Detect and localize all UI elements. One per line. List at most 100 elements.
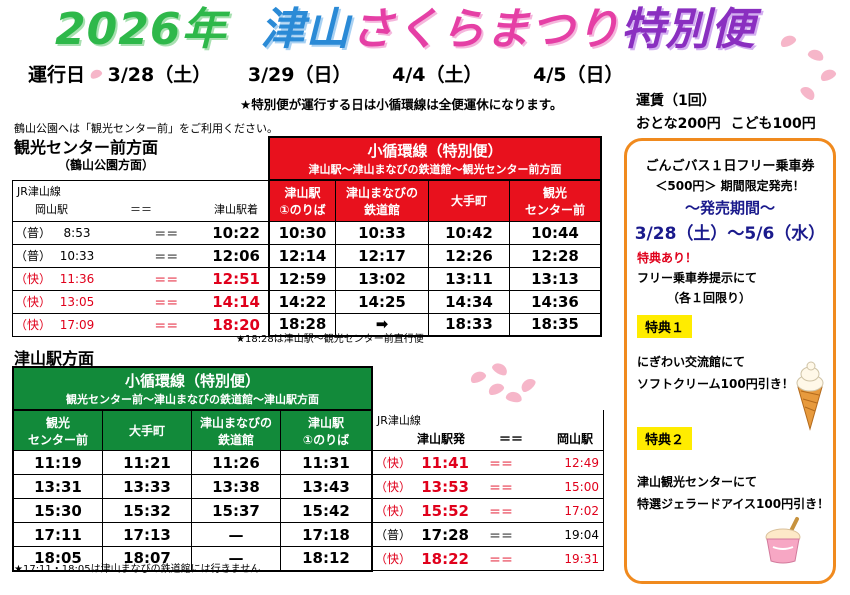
stop-name-line: 津山駅 bbox=[307, 415, 344, 430]
loop-bus-time: 17:13 bbox=[102, 522, 192, 547]
benefit-heading: 特典あり！ bbox=[637, 251, 698, 265]
stop-name-line: センター前 bbox=[27, 432, 88, 447]
petal-decoration bbox=[806, 47, 826, 63]
fare-info: 運賃（1回） おとな200円 こども100円 bbox=[636, 90, 816, 136]
loop-bus-time: 15:42 bbox=[280, 498, 373, 523]
loop-bus-time: 18:33 bbox=[428, 312, 510, 337]
operation-days-label: 運行日 bbox=[28, 64, 86, 86]
perk2-badge: 特典２ bbox=[637, 427, 693, 450]
stop-name-line: 鉄道館 bbox=[363, 202, 400, 217]
lower-jr-arrow: ＝＝ bbox=[498, 432, 523, 446]
upper-jr-header: JR津山線 岡山駅 ＝＝ 津山駅着 bbox=[12, 179, 270, 222]
loop-bus-time: 12:17 bbox=[335, 243, 429, 268]
table-row: （普） 8:53 ＝＝ 10:22 10:30 10:33 10:42 10:44 bbox=[12, 220, 602, 245]
jr-arrow: ＝＝ bbox=[154, 273, 179, 287]
jr-arrival-time: 15:00 bbox=[517, 474, 604, 499]
jr-arrival-time: 19:31 bbox=[517, 546, 604, 571]
period-start: 3/28（土） bbox=[634, 224, 728, 244]
jr-arrival-time: 18:20 bbox=[212, 316, 260, 334]
free-pass-period: 3/28（土）～5/6（水） bbox=[627, 219, 833, 244]
loop-bus-time: 10:42 bbox=[428, 220, 510, 245]
loop-bus-time: 13:33 bbox=[102, 474, 192, 499]
lower-jr-to: 岡山駅 bbox=[556, 432, 593, 446]
loop-bus-time: 12:59 bbox=[268, 266, 336, 291]
loop-bus-time: 11:26 bbox=[191, 450, 281, 475]
train-type: （快） bbox=[371, 450, 417, 475]
lower-jr-from: 津山駅発 bbox=[417, 432, 466, 446]
stop-name-line: ①のりば bbox=[279, 202, 326, 217]
stop-name-line: 観光 bbox=[542, 185, 567, 200]
train-type: （普） bbox=[371, 522, 417, 547]
jr-arrow: ＝＝ bbox=[488, 505, 513, 519]
loop-suspension-notice: ★特別便が運行する日は小循環線は全便運休になります。 bbox=[240, 97, 563, 112]
table-row: （快） 17:09 ＝＝ 18:20 18:28 ➡ 18:33 18:35 bbox=[12, 312, 602, 337]
lower-jr-label: JR津山線 bbox=[377, 414, 421, 427]
title-special: 特別便 bbox=[620, 4, 756, 55]
jr-arrow: ＝＝ bbox=[488, 529, 513, 543]
jr-arrow: ＝＝ bbox=[154, 250, 179, 264]
jr-departure-cell: 17:28 ＝＝ bbox=[417, 522, 517, 547]
jr-arrow: ＝＝ bbox=[488, 457, 513, 471]
jr-departure-cell: 18:22 ＝＝ bbox=[417, 546, 517, 571]
upper-jr-to: 津山駅着 bbox=[214, 202, 258, 216]
upper-direction-title: 観光センター前方面 bbox=[14, 138, 159, 157]
lower-stop-header: 観光 センター前 bbox=[12, 409, 103, 451]
free-pass-period-label: ～発売期間～ bbox=[684, 199, 775, 217]
jr-arrival-cell: ＝＝ 14:14 bbox=[103, 289, 270, 314]
loop-bus-time: ➡ bbox=[335, 312, 429, 337]
upper-direction-subtitle: （鶴山公園方面） bbox=[58, 158, 155, 172]
title-city: 津山 bbox=[260, 4, 351, 55]
title-year: 2026年 bbox=[55, 4, 227, 55]
jr-departure-time: 8:53 bbox=[51, 220, 104, 245]
soft-cream-icon bbox=[796, 361, 824, 431]
jr-departure-time: 18:22 bbox=[421, 550, 469, 568]
stop-name-line: ①のりば bbox=[302, 432, 350, 447]
table-row: （快） 11:36 ＝＝ 12:51 12:59 13:02 13:11 13:13 bbox=[12, 266, 602, 291]
loop-bus-time: 13:13 bbox=[509, 266, 602, 291]
stop-name-line: 観光 bbox=[45, 415, 70, 430]
upper-jr-label: JR津山線 bbox=[17, 184, 61, 198]
loop-bus-time: 10:44 bbox=[509, 220, 602, 245]
lower-route-subtitle: 観光センター前～津山まなびの鉄道館～津山駅方面 bbox=[66, 393, 319, 406]
upper-stop-header: 大手町 bbox=[428, 179, 510, 222]
jr-departure-time: 13:53 bbox=[421, 478, 469, 496]
petal-decoration bbox=[818, 67, 838, 83]
upper-route-title: 小循環線（特別便） bbox=[367, 142, 503, 160]
perk1-line: ソフトクリーム100円引き！ bbox=[637, 377, 794, 391]
jr-arrival-cell: ＝＝ 12:06 bbox=[103, 243, 270, 268]
jr-departure-cell: 13:53 ＝＝ bbox=[417, 474, 517, 499]
loop-bus-time: 15:32 bbox=[102, 498, 192, 523]
loop-bus-time: 18:05 bbox=[12, 546, 103, 572]
train-type: （快） bbox=[12, 266, 52, 291]
gelato-cup-icon bbox=[765, 517, 801, 564]
free-pass-box: ごんごバス１日フリー乗車券 ＜500円＞ 期間限定発売！ ～発売期間～ 3/28… bbox=[624, 138, 836, 584]
operation-day: 3/29（日） bbox=[247, 64, 352, 86]
jr-departure-time: 11:36 bbox=[51, 266, 104, 291]
perk1-badge: 特典１ bbox=[637, 315, 693, 338]
lower-direction-title: 津山駅方面 bbox=[14, 349, 95, 368]
lower-stop-header: 大手町 bbox=[102, 409, 192, 451]
jr-departure-time: 10:33 bbox=[51, 243, 104, 268]
stop-name-line: 大手町 bbox=[128, 424, 165, 438]
jr-arrival-time: 14:14 bbox=[212, 293, 260, 311]
train-type: （普） bbox=[12, 243, 52, 268]
loop-bus-time: 15:37 bbox=[191, 498, 281, 523]
loop-bus-time: 12:26 bbox=[428, 243, 510, 268]
lower-route-title: 小循環線（特別便） bbox=[124, 372, 260, 390]
lower-jr-header: JR津山線 津山駅発 ＝＝ 岡山駅 bbox=[371, 410, 604, 451]
park-access-notice: 鶴山公園へは「観光センター前」をご利用ください。 bbox=[14, 122, 278, 135]
jr-arrival-cell: ＝＝ 12:51 bbox=[103, 266, 270, 291]
jr-arrival-cell: ＝＝ 18:20 bbox=[103, 312, 270, 337]
table-row: （普） 10:33 ＝＝ 12:06 12:14 12:17 12:26 12:28 bbox=[12, 243, 602, 268]
benefit-note: （各１回限り） bbox=[667, 291, 752, 305]
train-type: （普） bbox=[12, 220, 52, 245]
train-type: （快） bbox=[12, 312, 52, 337]
jr-arrival-cell: ＝＝ 10:22 bbox=[103, 220, 270, 245]
loop-bus-time: 18:35 bbox=[509, 312, 602, 337]
jr-departure-time: 13:05 bbox=[51, 289, 104, 314]
loop-bus-time: 17:11 bbox=[12, 522, 103, 547]
jr-departure-time: 15:52 bbox=[421, 502, 469, 520]
loop-bus-time: 17:18 bbox=[280, 522, 373, 547]
jr-arrival-time: 12:06 bbox=[212, 247, 260, 265]
perk2-line: 津山観光センターにて bbox=[637, 475, 758, 489]
